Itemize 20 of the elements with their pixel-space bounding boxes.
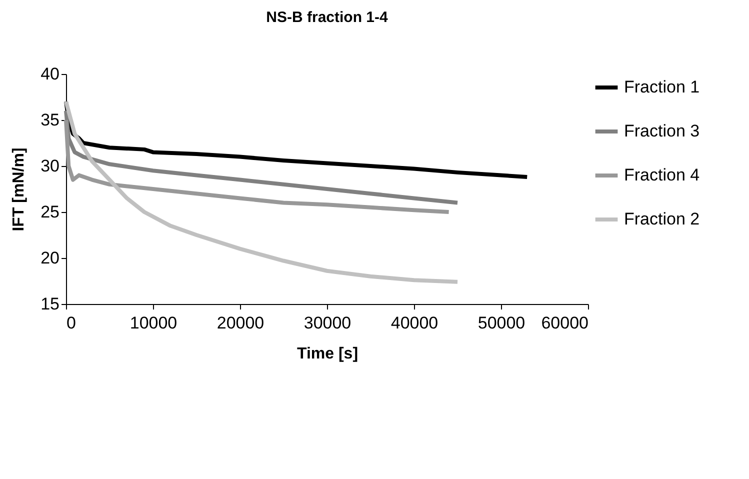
x-tick-label: 50000 [478, 314, 526, 332]
y-tick-label: 35 [40, 110, 60, 130]
legend-label: Fraction 3 [624, 122, 700, 140]
y-tick-label: 15 [40, 294, 60, 314]
x-tick-label: 20000 [216, 314, 264, 332]
x-axis-title: Time [s] [296, 346, 358, 362]
legend-label: Fraction 4 [624, 166, 700, 184]
x-tick-label: 40000 [390, 314, 438, 332]
y-tick-label: 25 [40, 202, 60, 222]
y-tick-label: 20 [40, 248, 60, 268]
chart-title: NS-B fraction 1-4 [266, 9, 388, 26]
x-tick-label: 60000 [541, 314, 588, 332]
y-axis-title: IFT [mN/m] [10, 148, 28, 232]
legend-label: Fraction 2 [624, 210, 700, 228]
x-tick-label: 0 [66, 314, 76, 332]
y-tick-label: 40 [40, 64, 60, 84]
x-tick-label: 10000 [130, 314, 178, 332]
x-tick-label: 30000 [304, 314, 352, 332]
y-tick-label: 30 [40, 156, 60, 176]
legend-label: Fraction 1 [624, 78, 700, 96]
